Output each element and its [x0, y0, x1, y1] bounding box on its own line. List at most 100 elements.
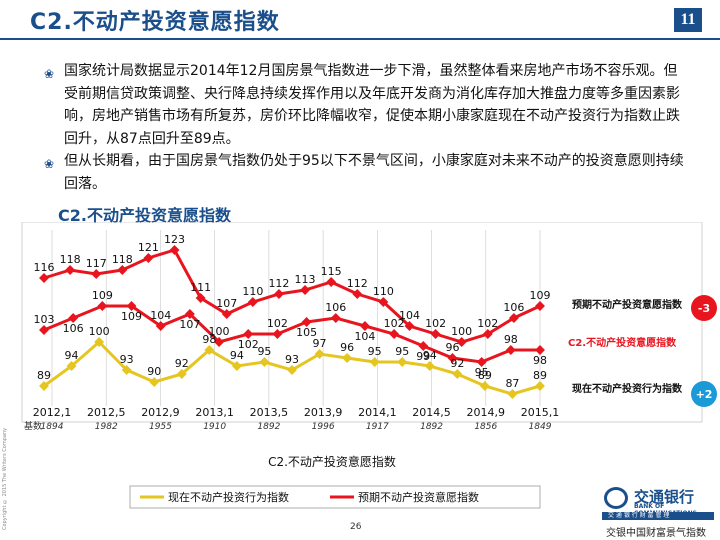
data-point: [155, 321, 166, 331]
data-point: [39, 273, 49, 283]
data-point: [535, 381, 545, 391]
legend-box: [129, 485, 541, 509]
legend-label-current: 现在不动产投资行为指数: [168, 490, 289, 504]
data-point: [117, 265, 128, 275]
data-point: [184, 309, 195, 319]
data-label: 105: [296, 326, 317, 339]
data-label: 117: [86, 257, 107, 270]
base-value: 1892: [257, 422, 280, 432]
data-point: [479, 381, 490, 391]
data-label: 98: [202, 333, 216, 346]
data-label: 87: [505, 377, 519, 390]
base-value: 1910: [203, 422, 226, 432]
data-label: 102: [238, 338, 259, 351]
data-label: 90: [147, 365, 161, 378]
bank-strip-text: 交 通 银 行 财 富 管 理: [608, 512, 670, 519]
data-label: 112: [268, 277, 289, 290]
data-point: [169, 245, 180, 255]
data-point: [204, 345, 215, 355]
data-label: 100: [451, 325, 472, 338]
data-point: [143, 253, 154, 263]
data-point: [535, 301, 545, 311]
data-point: [176, 369, 187, 379]
data-label: 103: [34, 313, 55, 326]
data-label: 102: [425, 317, 446, 330]
data-point: [231, 361, 242, 371]
data-label: 123: [164, 233, 185, 246]
data-label: 97: [313, 337, 327, 350]
x-tick-label: 2012,5: [87, 406, 126, 419]
data-label: 100: [209, 325, 230, 338]
data-point: [221, 309, 232, 319]
page-number: 26: [350, 522, 362, 532]
data-point: [397, 357, 408, 367]
base-value: 1856: [474, 422, 497, 432]
change-badge-negative: [691, 295, 717, 321]
data-point: [149, 377, 160, 387]
data-label: 95: [257, 345, 271, 358]
data-label: 98: [504, 333, 518, 346]
data-label: 106: [63, 322, 84, 335]
right-label-c2: C2.不动产投资意愿指数: [568, 336, 677, 349]
data-point: [214, 337, 225, 347]
data-point: [535, 345, 545, 355]
data-label: 104: [150, 309, 171, 322]
bank-subtitle: 交银中国财富景气指数: [606, 528, 706, 539]
base-value: 1917: [366, 422, 389, 432]
data-label: 109: [92, 289, 113, 302]
bullet-item-2: ❀ 但从长期看，由于国房景气指数仍处于95以下不景气区间，小康家庭对未来不动产的…: [44, 150, 684, 195]
data-label: 107: [179, 318, 200, 331]
data-label: 110: [373, 285, 394, 298]
data-label: 121: [138, 241, 159, 254]
bullet-icon: ❀: [44, 67, 55, 81]
data-label: 100: [89, 325, 110, 338]
data-label: 92: [450, 357, 464, 370]
title-bar: C2.不动产投资意愿指数 11: [0, 0, 720, 40]
series-line: [43, 248, 541, 344]
base-value: 1955: [149, 422, 172, 432]
data-point: [65, 265, 76, 275]
data-point: [91, 269, 102, 279]
data-label: 109: [530, 289, 551, 302]
right-label-current: 现在不动产投资行为指数: [572, 382, 683, 395]
legend-label-expected: 预期不动产投资意愿指数: [358, 490, 479, 504]
data-point: [352, 289, 363, 299]
data-point: [97, 301, 108, 311]
data-label: 113: [295, 273, 316, 286]
change-badge-positive: [691, 381, 717, 407]
base-value: 1894: [41, 422, 64, 432]
bullet-icon: ❀: [44, 157, 55, 171]
data-label: 109: [121, 310, 142, 323]
data-point: [243, 329, 254, 339]
data-point: [507, 389, 518, 399]
title-rule: [0, 38, 720, 40]
data-label: 95: [395, 345, 409, 358]
data-label: 96: [445, 341, 459, 354]
data-label: 94: [423, 349, 437, 362]
data-label: 116: [34, 261, 55, 274]
chart-svg: 2012,1 1894 2012,5 1982 2012,9 1955 2013,1 1910…: [21, 222, 717, 509]
data-point: [300, 285, 311, 295]
x-tick-label: 2014,5: [412, 406, 451, 419]
data-point: [126, 301, 137, 311]
base-value: 1996: [312, 422, 335, 432]
data-label: 118: [112, 253, 133, 266]
x-tick-label: 2012,1: [33, 406, 72, 419]
data-point: [326, 277, 337, 287]
base-value: 1892: [420, 422, 443, 432]
data-label: 112: [347, 277, 368, 290]
page-title: C2.不动产投资意愿指数: [30, 10, 280, 35]
data-point: [389, 329, 400, 339]
data-label: 102: [267, 317, 288, 330]
x-tick-label: 2015,1: [521, 406, 560, 419]
data-label: 106: [325, 301, 346, 314]
data-label: 98: [533, 354, 547, 367]
chart-frame: [21, 222, 703, 423]
data-label: 95: [368, 345, 382, 358]
data-label: 94: [65, 349, 79, 362]
page-badge: 11: [674, 8, 702, 32]
data-point: [369, 357, 380, 367]
base-value: 1849: [529, 422, 552, 432]
chart-caption: C2.不动产投资意愿指数: [268, 454, 396, 469]
data-point: [330, 313, 341, 323]
